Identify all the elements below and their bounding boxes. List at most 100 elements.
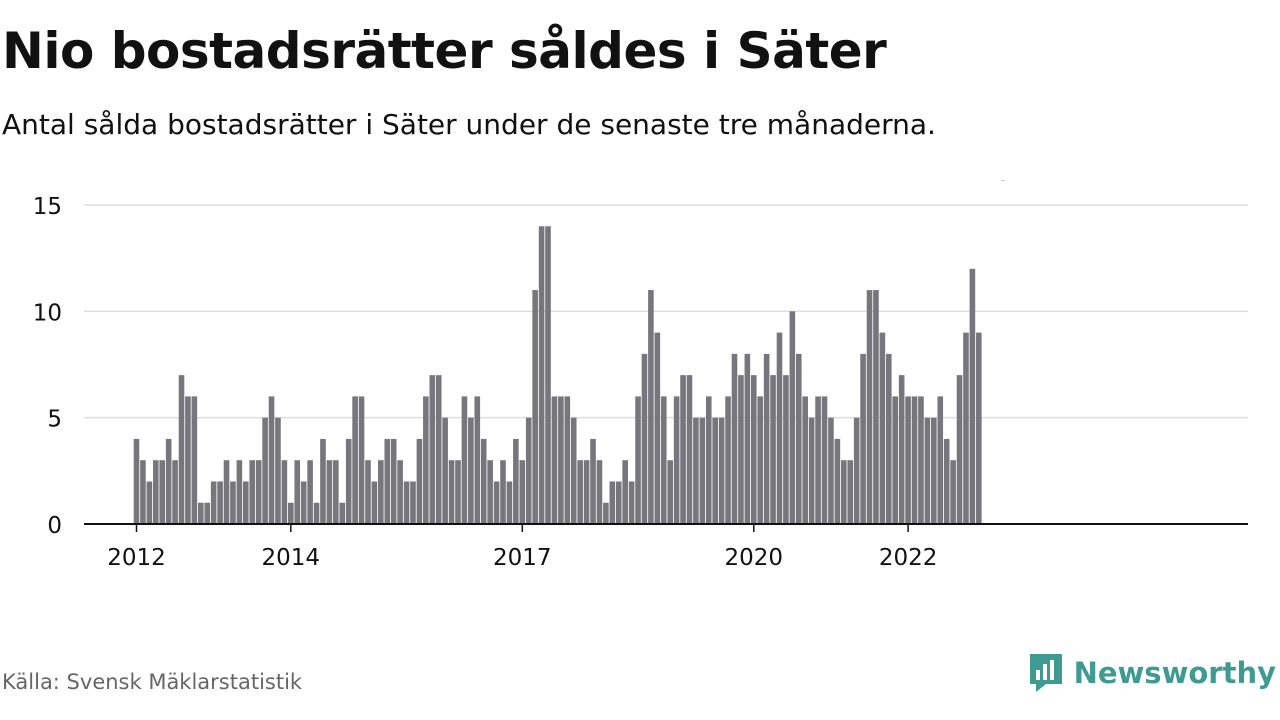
bar: [680, 375, 686, 524]
y-tick-label: 10: [33, 300, 62, 326]
bar: [339, 502, 346, 524]
bar: [956, 375, 963, 524]
bar: [577, 460, 583, 524]
bar: [410, 481, 416, 524]
brand-name: Newsworthy: [1073, 656, 1276, 690]
bar: [352, 396, 358, 524]
bar: [416, 438, 423, 524]
bar: [570, 417, 577, 524]
bar: [750, 375, 757, 524]
bar: [841, 460, 847, 524]
bar: [198, 502, 204, 524]
data-label-halo: 9: [997, 180, 1013, 186]
bar: [860, 353, 866, 524]
bar: [789, 311, 796, 524]
bar: [866, 290, 873, 524]
bar: [532, 290, 538, 524]
bar: [480, 438, 487, 524]
bar: [648, 290, 654, 524]
bar: [538, 226, 545, 524]
bar: [622, 460, 628, 524]
bar: [371, 481, 378, 524]
bar: [500, 460, 506, 524]
bar: [834, 438, 841, 524]
bar: [725, 396, 731, 524]
y-tick-label: 0: [47, 513, 62, 539]
bar: [686, 375, 693, 524]
bar: [770, 375, 776, 524]
bar: [294, 460, 301, 524]
bar: [603, 502, 609, 524]
bar: [390, 438, 397, 524]
bar: [693, 417, 699, 524]
bar: [435, 375, 442, 524]
bar: [731, 353, 738, 524]
bar: [718, 417, 725, 524]
bar: [474, 396, 481, 524]
bar: [828, 417, 834, 524]
bar: [783, 375, 789, 524]
bar: [950, 460, 956, 524]
bar: [699, 417, 706, 524]
bar: [313, 502, 320, 524]
bar: [288, 502, 294, 524]
bar: [448, 460, 455, 524]
bar: [468, 417, 474, 524]
brand-logo[interactable]: Newsworthy: [1028, 652, 1276, 694]
bar: [615, 481, 622, 524]
x-tick-label: 2022: [879, 545, 938, 571]
bar: [776, 332, 783, 524]
bar: [423, 396, 429, 524]
bar: [152, 460, 159, 524]
bar: [243, 481, 249, 524]
bar: [146, 481, 153, 524]
bar: [461, 396, 468, 524]
bar: [236, 460, 243, 524]
bar: [525, 417, 532, 524]
bar: [931, 417, 937, 524]
bar: [924, 417, 931, 524]
bar: [886, 353, 892, 524]
bar: [487, 460, 493, 524]
bar: [455, 460, 461, 524]
bar: [185, 396, 191, 524]
x-tick-label: 2012: [107, 545, 166, 571]
bar: [223, 460, 230, 524]
bar: [545, 226, 551, 524]
bar: [821, 396, 828, 524]
bar: [757, 396, 764, 524]
bar: [513, 438, 519, 524]
data-label: 9: [997, 180, 1013, 186]
bar: [628, 481, 635, 524]
y-tick-label: 5: [47, 407, 62, 433]
bar: [275, 417, 281, 524]
bar: [268, 396, 275, 524]
bar: [635, 396, 641, 524]
bar: [442, 417, 448, 524]
bar: [384, 438, 391, 524]
bar: [609, 481, 616, 524]
x-axis-ticks: 2012 2014 2017 2020 2022: [107, 524, 937, 571]
source-note: Källa: Svensk Mäklarstatistik: [2, 670, 303, 694]
bar: [763, 353, 770, 524]
bar: [847, 460, 854, 524]
bar: [969, 268, 976, 524]
bar: [210, 481, 217, 524]
bar: [596, 460, 603, 524]
bar-chart: 0 5 10 15 2012 2014 2017 2020 2022 99: [33, 180, 1248, 571]
bar: [705, 396, 712, 524]
bar: [654, 332, 661, 524]
bars: [133, 226, 982, 524]
x-tick-label: 2020: [725, 545, 784, 571]
bar: [191, 396, 198, 524]
bar: [795, 353, 802, 524]
y-axis-ticks: 0 5 10 15: [33, 194, 62, 539]
bar: [506, 481, 513, 524]
bar: [320, 438, 326, 524]
bar: [230, 481, 236, 524]
bar: [905, 396, 911, 524]
bar: [744, 353, 751, 524]
bar: [667, 460, 673, 524]
bar: [898, 375, 905, 524]
bar: [403, 481, 410, 524]
